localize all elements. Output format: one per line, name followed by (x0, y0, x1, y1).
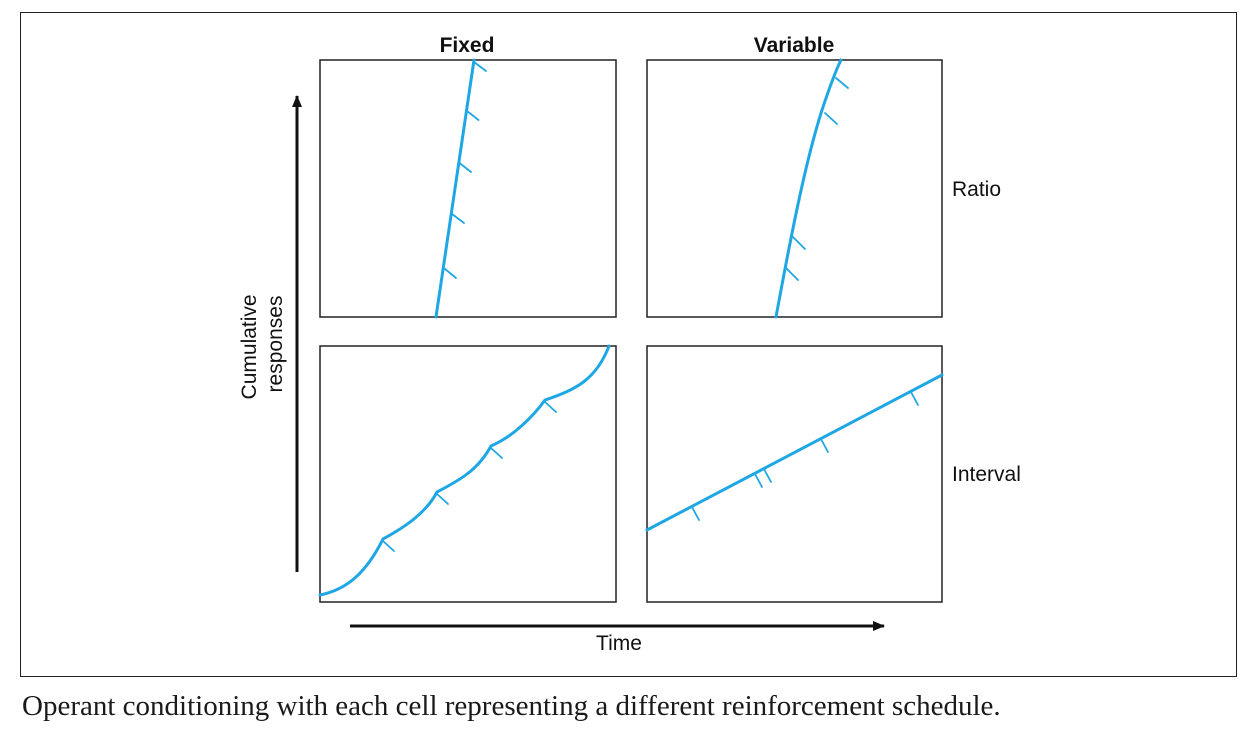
reinforcement-tick (792, 236, 806, 250)
row-label-ratio: Ratio (952, 178, 1001, 201)
reinforcement-tick (691, 506, 700, 521)
reinforcement-tick (436, 493, 449, 505)
panel-variable-interval (645, 345, 944, 603)
reinforcement-tick (458, 162, 472, 173)
column-title-variable: Variable (754, 34, 835, 57)
reinforcement-tick (451, 213, 465, 224)
reinforcement-tick (754, 473, 763, 488)
y-axis-label: Cumulative responses (238, 289, 287, 400)
reinforcement-tick (544, 401, 557, 413)
reinforcement-tick (382, 540, 395, 552)
reinforcement-tick (763, 468, 772, 483)
cumulative-response-curve (774, 58, 843, 319)
y-axis-label-line1: Cumulative (238, 294, 261, 399)
panel-frame (646, 345, 943, 603)
reinforcement-tick (490, 447, 503, 459)
panel-fixed-ratio (319, 58, 617, 319)
panel-fixed-interval (318, 344, 617, 603)
reinforcement-tick (824, 112, 838, 125)
cumulative-response-curve (434, 58, 476, 319)
panel-variable-ratio (646, 58, 943, 319)
reinforcement-tick (835, 77, 849, 89)
y-axis-label-line2: responses (264, 296, 287, 393)
reinforcement-tick (443, 267, 457, 279)
cumulative-response-curve (318, 344, 611, 597)
row-label-interval: Interval (952, 463, 1021, 486)
reinforcement-tick (910, 391, 919, 406)
reinforcement-tick (820, 438, 829, 453)
x-axis-label: Time (596, 632, 642, 655)
reinforcement-tick (785, 267, 799, 281)
panel-frame (319, 59, 617, 318)
panel-frame (646, 59, 943, 318)
panel-frame (319, 345, 617, 603)
figure-caption: Operant conditioning with each cell repr… (22, 690, 1001, 722)
reinforcement-tick (466, 110, 480, 121)
column-title-fixed: Fixed (440, 34, 495, 57)
reinforcement-tick (473, 61, 487, 72)
figure-frame (20, 12, 1237, 677)
cumulative-response-curve (645, 373, 944, 532)
